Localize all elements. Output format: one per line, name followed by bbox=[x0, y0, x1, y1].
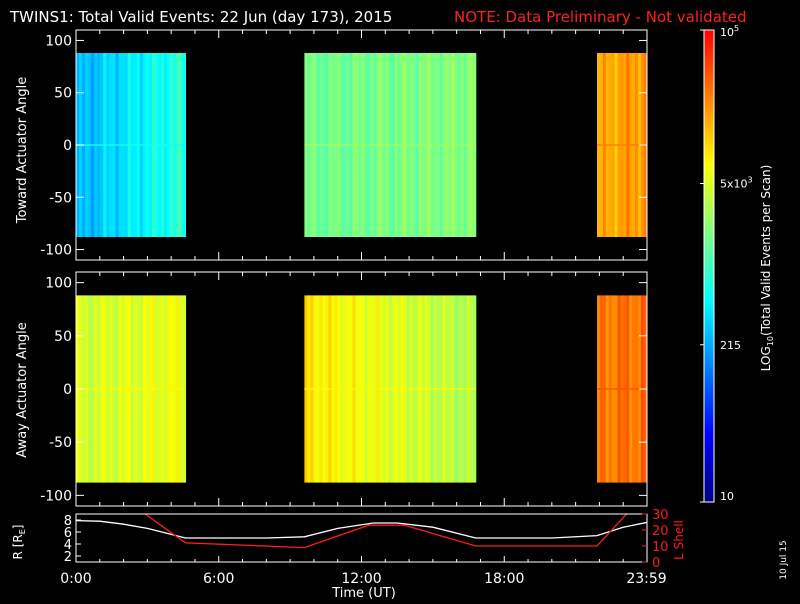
lshell-y-tick-label: 10 bbox=[652, 540, 669, 555]
y-tick-label: 50 bbox=[54, 329, 72, 345]
heatmap-block bbox=[304, 53, 477, 237]
y-tick-label: 0 bbox=[63, 138, 72, 154]
colorbar-tick-exp: 3 bbox=[748, 176, 753, 185]
x-tick-label: 6:00 bbox=[203, 571, 234, 587]
toward-actuator-heatmap: 100 50 0 -50 -100 bbox=[40, 29, 648, 261]
heatmap-zero-band bbox=[304, 144, 476, 146]
lshell-y-tick-label: 0 bbox=[652, 556, 660, 571]
r-ylabel-end: ] bbox=[11, 525, 25, 530]
lshell-y-tick-label: 30 bbox=[652, 508, 669, 523]
lshell-ylabel: L Shell bbox=[672, 520, 686, 560]
toward-actuator-ylabel: Toward Actuator Angle bbox=[15, 77, 30, 224]
x-tick-label: 0:00 bbox=[60, 571, 91, 587]
away-actuator-heatmap: 100 50 0 -50 -100 bbox=[40, 271, 648, 507]
colorbar-strip bbox=[703, 29, 715, 503]
heatmap-zero-band bbox=[597, 388, 647, 390]
y-tick-label: 0 bbox=[63, 382, 72, 398]
colorbar-tick-label: 5x103 bbox=[720, 176, 753, 191]
r-y-tick-label: 2 bbox=[64, 550, 72, 565]
y-tick-label: -100 bbox=[40, 488, 72, 504]
colorbar-label: LOG10(Total Valid Events per Scan) bbox=[759, 165, 775, 372]
y-tick-label: 100 bbox=[45, 276, 72, 292]
colorbar-tick-label: 105 bbox=[720, 24, 739, 39]
heatmap-zero-band bbox=[76, 144, 186, 146]
heatmap-block bbox=[304, 295, 477, 483]
colorbar-tick-exp: 5 bbox=[734, 24, 739, 33]
y-tick-label: -50 bbox=[49, 190, 72, 206]
y-tick-label: 100 bbox=[45, 33, 72, 49]
lshell-y-tick-label: 20 bbox=[652, 524, 669, 539]
r-y-tick-label: 4 bbox=[64, 538, 72, 553]
heatmap-block bbox=[76, 53, 187, 237]
colorbar-tick-base: 10 bbox=[720, 490, 734, 503]
date-stamp: 10 Jul 15 bbox=[779, 540, 789, 580]
heatmap-zero-band bbox=[597, 144, 647, 146]
r-ylabel-sub: E bbox=[18, 529, 27, 534]
x-tick-label: 12:00 bbox=[341, 571, 381, 587]
chart-title: TWINS1: Total Valid Events: 22 Jun (day … bbox=[9, 8, 392, 26]
r-series-line bbox=[76, 519, 647, 539]
r-y-tick-label: 6 bbox=[64, 526, 72, 541]
colorbar-tick-label: 215 bbox=[720, 339, 741, 352]
colorbar-tick-base: 5x10 bbox=[720, 178, 748, 191]
y-tick-label: 50 bbox=[54, 86, 72, 102]
r-ylabel: R [RE] bbox=[11, 525, 27, 560]
colorbar-tick-base: 215 bbox=[720, 339, 741, 352]
away-actuator-ylabel: Away Actuator Angle bbox=[15, 322, 30, 457]
heatmap-block bbox=[76, 295, 187, 483]
colorbar-label-log: LOG bbox=[759, 346, 773, 371]
lshell-series-line bbox=[144, 514, 628, 549]
heatmap-zero-band bbox=[304, 388, 476, 390]
heatmap-zero-band bbox=[76, 388, 186, 390]
y-tick-label: -50 bbox=[49, 435, 72, 451]
time-xlabel: Time (UT) bbox=[331, 586, 396, 600]
colorbar-tick-base: 10 bbox=[720, 26, 734, 39]
r-y-tick-label: 8 bbox=[64, 514, 72, 529]
x-tick-label: 23:59 bbox=[626, 571, 666, 587]
colorbar-label-rest: (Total Valid Events per Scan) bbox=[759, 165, 773, 336]
y-tick-label: -100 bbox=[40, 243, 72, 259]
preliminary-note: NOTE: Data Preliminary - Not validated bbox=[454, 8, 747, 26]
colorbar-label-sub: 10 bbox=[766, 336, 775, 346]
x-tick-label: 18:00 bbox=[484, 571, 524, 587]
colorbar-tick-label: 10 bbox=[720, 490, 734, 503]
r-ylabel-main: R [R bbox=[11, 534, 25, 559]
